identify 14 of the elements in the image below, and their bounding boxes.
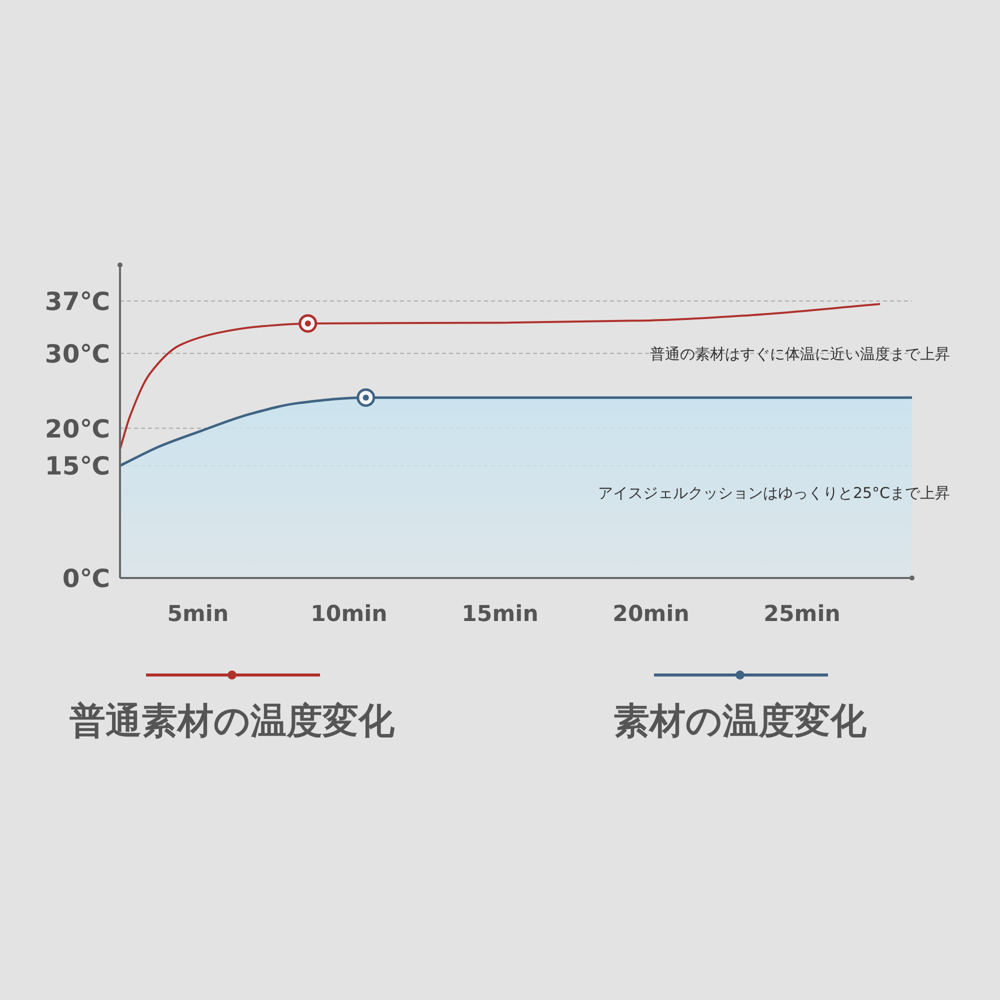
legend-label: 素材の温度変化 [614, 701, 868, 742]
x-tick-label: 15min [462, 602, 538, 627]
y-tick-label: 37℃ [44, 287, 110, 316]
x-tick-label: 10min [310, 602, 388, 627]
x-tick-label: 25min [764, 602, 840, 627]
x-tick-label: 20min [612, 602, 690, 627]
legend-label: 普通素材の温度変化 [70, 701, 396, 742]
y-tick-label: 15℃ [44, 452, 110, 481]
y-tick-label: 0℃ [62, 564, 110, 593]
y-tick-label: 20℃ [44, 414, 110, 444]
annotation: 普通の素材はすぐに体温に近い温度まで上昇 [650, 345, 950, 363]
y-tick-label: 30℃ [44, 339, 110, 368]
x-tick-label: 5min [167, 602, 229, 627]
annotation: アイスジェルクッションはゆっくりと25°Cまで上昇 [598, 484, 950, 502]
